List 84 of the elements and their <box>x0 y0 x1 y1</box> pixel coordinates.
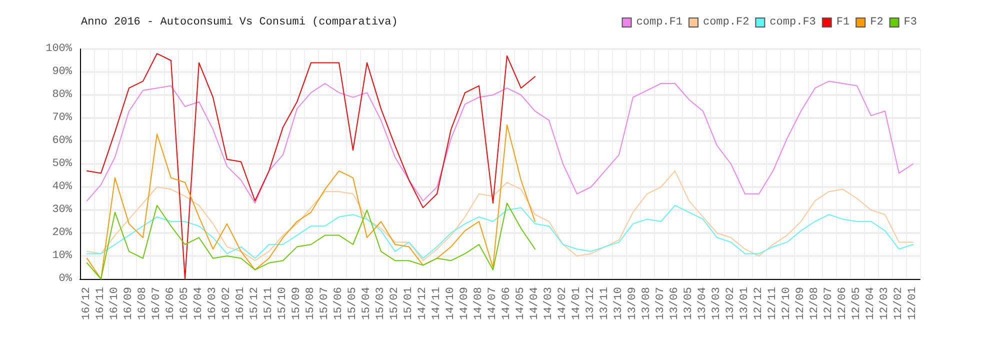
x-tick-label: 12/04 <box>865 286 877 320</box>
x-tick-label: 15/11 <box>263 286 275 320</box>
y-tick-label: 70% <box>52 112 72 124</box>
y-tick-label: 50% <box>52 158 72 170</box>
legend-label: F2 <box>870 16 884 28</box>
x-tick-label: 12/07 <box>823 287 835 320</box>
x-tick-label: 16/04 <box>193 286 205 320</box>
x-tick-label: 13/12 <box>585 287 597 320</box>
x-tick-label: 13/02 <box>725 287 737 320</box>
x-tick-label: 15/10 <box>277 287 289 320</box>
x-tick-label: 12/10 <box>781 287 793 320</box>
x-tick-label: 12/09 <box>795 287 807 320</box>
x-tick-label: 16/06 <box>165 287 177 320</box>
y-tick-label: 10% <box>52 250 72 262</box>
y-tick-label: 90% <box>52 66 72 78</box>
x-tick-label: 14/01 <box>571 286 583 320</box>
x-tick-label: 13/06 <box>669 287 681 320</box>
x-tick-label: 15/04 <box>361 286 373 320</box>
legend-label: comp.F1 <box>636 16 683 28</box>
legend-label: F3 <box>904 16 917 28</box>
legend-label: F1 <box>836 16 850 28</box>
x-tick-label: 12/08 <box>809 287 821 320</box>
x-tick-label: 16/07 <box>151 287 163 320</box>
x-tick-label: 13/05 <box>683 287 695 320</box>
x-tick-label: 14/10 <box>445 287 457 320</box>
y-tick-label: 100% <box>46 43 72 55</box>
x-tick-label: 14/08 <box>473 287 485 320</box>
x-tick-label: 14/04 <box>529 286 541 320</box>
y-tick-label: 0% <box>58 273 72 285</box>
x-tick-label: 14/12 <box>417 287 429 320</box>
x-tick-label: 12/05 <box>851 287 863 320</box>
x-tick-label: 15/01 <box>403 286 415 320</box>
x-tick-label: 15/06 <box>333 287 345 320</box>
line-series <box>86 202 536 280</box>
x-tick-label: 16/01 <box>235 286 247 320</box>
y-tick-label: 20% <box>52 227 72 239</box>
x-tick-label: 15/09 <box>291 287 303 320</box>
x-tick-label: 13/10 <box>613 287 625 320</box>
x-tick-label: 16/08 <box>137 287 149 320</box>
y-tick-label: 60% <box>52 135 72 147</box>
x-tick-label: 13/01 <box>739 286 751 320</box>
x-tick-label: 12/06 <box>837 287 849 320</box>
x-tick-label: 14/03 <box>543 287 555 320</box>
x-tick-label: 16/03 <box>207 287 219 320</box>
x-tick-label: 13/07 <box>655 287 667 320</box>
x-tick-label: 12/12 <box>753 287 765 320</box>
x-tick-label: 14/09 <box>459 287 471 320</box>
x-tick-label: 13/11 <box>599 286 611 320</box>
x-tick-label: 12/03 <box>879 287 891 320</box>
x-tick-label: 12/11 <box>767 286 779 320</box>
x-tick-label: 14/05 <box>515 287 527 320</box>
y-tick-label: 80% <box>52 89 72 101</box>
y-tick-label: 30% <box>52 204 72 216</box>
line-series <box>86 53 536 280</box>
x-tick-label: 13/08 <box>641 287 653 320</box>
x-tick-label: 13/04 <box>697 286 709 320</box>
x-tick-label: 15/07 <box>319 287 331 320</box>
x-tick-label: 12/02 <box>893 287 905 320</box>
chart-title: Anno 2016 - Autoconsumi Vs Consumi (comparativa) <box>81 16 398 28</box>
line-series <box>86 124 536 280</box>
line-series <box>86 170 914 262</box>
x-tick-label: 15/05 <box>347 287 359 320</box>
x-tick-label: 15/03 <box>375 287 387 320</box>
line-series <box>86 80 914 204</box>
x-tick-label: 14/06 <box>501 287 513 320</box>
y-tick-label: 40% <box>52 181 72 193</box>
x-tick-label: 14/11 <box>431 286 443 320</box>
x-tick-label: 16/10 <box>109 287 121 320</box>
legend-label: comp.F3 <box>770 16 816 28</box>
line-series <box>86 204 914 259</box>
x-tick-label: 16/05 <box>179 287 191 320</box>
x-tick-label: 13/03 <box>711 287 723 320</box>
x-tick-label: 14/02 <box>557 287 569 320</box>
x-tick-label: 16/02 <box>221 287 233 320</box>
x-tick-label: 14/07 <box>487 287 499 320</box>
x-tick-label: 16/11 <box>95 286 107 320</box>
x-tick-label: 15/12 <box>249 287 261 320</box>
x-tick-label: 15/08 <box>305 287 317 320</box>
x-tick-label: 13/09 <box>627 287 639 320</box>
x-tick-label: 16/09 <box>123 287 135 320</box>
x-tick-label: 15/02 <box>389 287 401 320</box>
x-tick-label: 16/12 <box>81 287 93 320</box>
legend-label: comp.F2 <box>702 16 750 28</box>
x-tick-label: 12/01 <box>907 286 919 320</box>
